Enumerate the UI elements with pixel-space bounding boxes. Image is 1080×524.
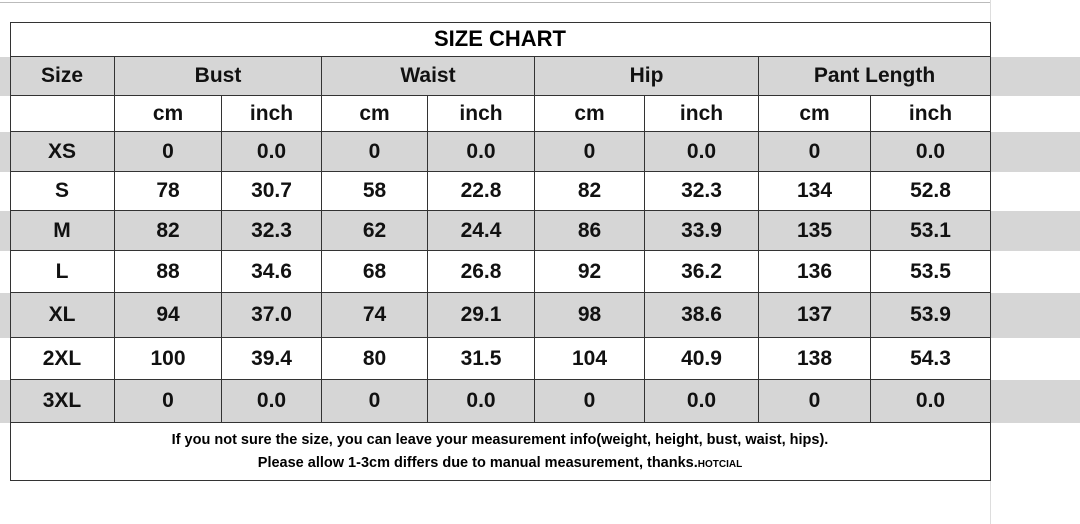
- value-cell: 88: [115, 251, 222, 293]
- row-stripe: [0, 380, 1080, 423]
- size-cell: 3XL: [10, 380, 115, 423]
- size-cell: S: [10, 172, 115, 211]
- value-cell: 0.0: [645, 132, 759, 172]
- value-cell: 54.3: [871, 338, 991, 380]
- row-stripe: [0, 293, 1080, 338]
- value-cell: 0: [759, 132, 871, 172]
- value-cell: 52.8: [871, 172, 991, 211]
- row-stripe: [0, 132, 1080, 172]
- value-cell: 31.5: [428, 338, 535, 380]
- value-cell: 0.0: [645, 380, 759, 423]
- value-cell: 94: [115, 293, 222, 338]
- value-cell: 39.4: [222, 338, 322, 380]
- value-cell: 82: [115, 211, 222, 251]
- value-cell: 82: [535, 172, 645, 211]
- value-cell: 30.7: [222, 172, 322, 211]
- header-cell: Bust: [115, 57, 322, 96]
- value-cell: 29.1: [428, 293, 535, 338]
- value-cell: 33.9: [645, 211, 759, 251]
- top-rule: [0, 2, 990, 3]
- value-cell: 86: [535, 211, 645, 251]
- value-cell: 58: [322, 172, 428, 211]
- value-cell: 32.3: [222, 211, 322, 251]
- value-cell: 22.8: [428, 172, 535, 211]
- row-stripe: [0, 211, 1080, 251]
- value-cell: 92: [535, 251, 645, 293]
- value-cell: 0: [759, 380, 871, 423]
- value-cell: 0.0: [428, 380, 535, 423]
- value-cell: 135: [759, 211, 871, 251]
- value-cell: 0: [535, 132, 645, 172]
- value-cell: 24.4: [428, 211, 535, 251]
- value-cell: 36.2: [645, 251, 759, 293]
- header-cell: Hip: [535, 57, 759, 96]
- value-cell: 0.0: [222, 380, 322, 423]
- value-cell: 0.0: [871, 132, 991, 172]
- value-cell: 98: [535, 293, 645, 338]
- value-cell: 26.8: [428, 251, 535, 293]
- size-cell: XS: [10, 132, 115, 172]
- header-cell: Size: [10, 57, 115, 96]
- size-cell: L: [10, 251, 115, 293]
- value-cell: 37.0: [222, 293, 322, 338]
- value-cell: 100: [115, 338, 222, 380]
- unit-cell: inch: [428, 96, 535, 132]
- value-cell: 137: [759, 293, 871, 338]
- note-text: Please allow 1-3cm differs due to manual…: [257, 455, 698, 471]
- size-cell: M: [10, 211, 115, 251]
- value-cell: 53.5: [871, 251, 991, 293]
- value-cell: 104: [535, 338, 645, 380]
- unit-cell: inch: [871, 96, 991, 132]
- unit-cell: cm: [322, 96, 428, 132]
- size-table: [10, 22, 991, 481]
- value-cell: 0: [115, 132, 222, 172]
- value-cell: 32.3: [645, 172, 759, 211]
- unit-cell: [10, 96, 115, 132]
- value-cell: 53.9: [871, 293, 991, 338]
- table-title: SIZE CHART: [10, 22, 991, 57]
- value-cell: 0: [115, 380, 222, 423]
- row-stripe: [0, 57, 1080, 96]
- size-cell: XL: [10, 293, 115, 338]
- value-cell: 38.6: [645, 293, 759, 338]
- unit-cell: cm: [115, 96, 222, 132]
- value-cell: 0.0: [222, 132, 322, 172]
- size-cell: 2XL: [10, 338, 115, 380]
- value-cell: 78: [115, 172, 222, 211]
- value-cell: 74: [322, 293, 428, 338]
- unit-cell: inch: [645, 96, 759, 132]
- note-line: If you not sure the size, you can leave …: [171, 432, 829, 448]
- value-cell: 138: [759, 338, 871, 380]
- unit-cell: cm: [535, 96, 645, 132]
- unit-cell: cm: [759, 96, 871, 132]
- value-cell: 0: [535, 380, 645, 423]
- value-cell: 80: [322, 338, 428, 380]
- header-cell: Waist: [322, 57, 535, 96]
- value-cell: 0.0: [428, 132, 535, 172]
- value-cell: 40.9: [645, 338, 759, 380]
- value-cell: 134: [759, 172, 871, 211]
- value-cell: 62: [322, 211, 428, 251]
- brand: HOTCIAL: [697, 459, 743, 470]
- value-cell: 53.1: [871, 211, 991, 251]
- value-cell: 0: [322, 380, 428, 423]
- note-line: Please allow 1-3cm differs due to manual…: [10, 455, 990, 471]
- value-cell: 68: [322, 251, 428, 293]
- value-cell: 0: [322, 132, 428, 172]
- unit-cell: inch: [222, 96, 322, 132]
- value-cell: 136: [759, 251, 871, 293]
- value-cell: 34.6: [222, 251, 322, 293]
- header-cell: Pant Length: [759, 57, 991, 96]
- footer-box: [10, 423, 991, 481]
- value-cell: 0.0: [871, 380, 991, 423]
